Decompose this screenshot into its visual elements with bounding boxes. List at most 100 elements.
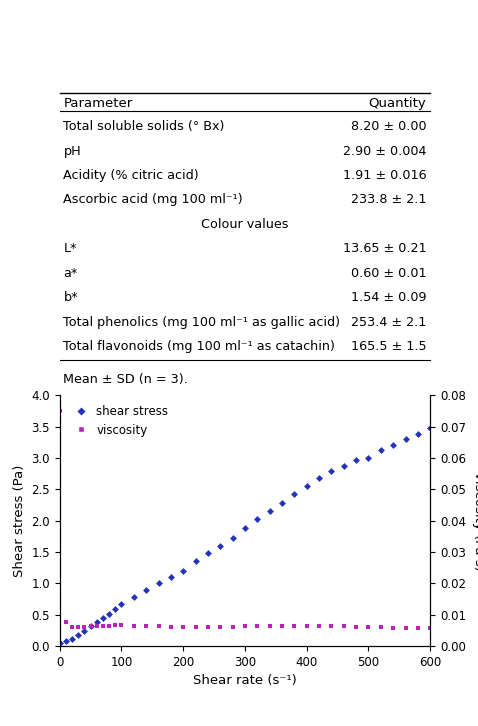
Text: Total flavonoids (mg 100 ml⁻¹ as catachin): Total flavonoids (mg 100 ml⁻¹ as catachi… xyxy=(64,340,336,353)
shear stress xyxy=(328,466,334,475)
Line: shear stress: shear stress xyxy=(57,425,433,645)
viscosity xyxy=(63,617,69,626)
shear stress xyxy=(427,423,433,432)
Legend: shear stress, viscosity: shear stress, viscosity xyxy=(65,401,172,440)
viscosity xyxy=(205,622,211,631)
Text: 2.90 ± 0.004: 2.90 ± 0.004 xyxy=(343,144,426,158)
shear stress xyxy=(143,585,149,594)
shear stress xyxy=(402,435,408,444)
Text: Ascorbic acid (mg 100 ml⁻¹): Ascorbic acid (mg 100 ml⁻¹) xyxy=(64,193,243,206)
viscosity xyxy=(304,621,310,630)
viscosity xyxy=(353,622,359,631)
viscosity xyxy=(69,623,75,632)
shear stress xyxy=(304,481,310,490)
shear stress xyxy=(88,621,94,630)
shear stress xyxy=(131,593,137,602)
viscosity xyxy=(76,623,81,632)
viscosity xyxy=(415,624,421,632)
viscosity xyxy=(316,621,322,630)
viscosity xyxy=(292,621,297,630)
viscosity xyxy=(267,622,272,631)
shear stress xyxy=(267,507,272,515)
shear stress xyxy=(415,430,421,439)
shear stress xyxy=(341,461,347,470)
viscosity xyxy=(193,623,198,632)
shear stress xyxy=(193,557,198,566)
viscosity xyxy=(82,623,87,632)
Text: a*: a* xyxy=(64,266,78,280)
Text: Total soluble solids (° Bx): Total soluble solids (° Bx) xyxy=(64,120,225,133)
viscosity xyxy=(180,623,186,632)
viscosity xyxy=(112,621,118,629)
shear stress xyxy=(254,515,260,523)
Text: 13.65 ± 0.21: 13.65 ± 0.21 xyxy=(343,242,426,256)
X-axis label: Shear rate (s⁻¹): Shear rate (s⁻¹) xyxy=(193,674,297,688)
viscosity xyxy=(427,624,433,632)
Text: Acidity (% citric acid): Acidity (% citric acid) xyxy=(64,169,199,182)
shear stress xyxy=(94,618,99,627)
viscosity xyxy=(106,621,112,630)
viscosity xyxy=(402,624,408,632)
shear stress xyxy=(230,534,236,542)
viscosity xyxy=(156,622,162,631)
viscosity xyxy=(57,407,63,415)
shear stress xyxy=(156,579,162,588)
shear stress xyxy=(378,446,384,454)
Text: L*: L* xyxy=(64,242,77,256)
shear stress xyxy=(76,630,81,639)
Text: Mean ± SD (n = 3).: Mean ± SD (n = 3). xyxy=(64,372,188,386)
shear stress xyxy=(82,627,87,635)
shear stress xyxy=(279,499,285,507)
viscosity xyxy=(378,623,384,632)
Text: b*: b* xyxy=(64,291,78,304)
viscosity xyxy=(230,622,236,631)
shear stress xyxy=(100,613,106,622)
Text: 1.54 ± 0.09: 1.54 ± 0.09 xyxy=(351,291,426,304)
Text: Total phenolics (mg 100 ml⁻¹ as gallic acid): Total phenolics (mg 100 ml⁻¹ as gallic a… xyxy=(64,316,340,329)
viscosity xyxy=(143,621,149,630)
viscosity xyxy=(119,621,124,629)
shear stress xyxy=(217,542,223,550)
Text: 165.5 ± 1.5: 165.5 ± 1.5 xyxy=(351,340,426,353)
shear stress xyxy=(63,637,69,645)
Text: Quantity: Quantity xyxy=(369,97,426,110)
viscosity xyxy=(279,622,285,631)
shear stress xyxy=(390,441,396,450)
viscosity xyxy=(94,622,99,631)
viscosity xyxy=(328,621,334,630)
shear stress xyxy=(112,604,118,613)
viscosity xyxy=(100,621,106,630)
viscosity xyxy=(88,621,94,630)
Text: 0.60 ± 0.01: 0.60 ± 0.01 xyxy=(351,266,426,280)
shear stress xyxy=(366,454,371,462)
shear stress xyxy=(292,490,297,499)
Text: pH: pH xyxy=(64,144,81,158)
viscosity xyxy=(341,622,347,631)
shear stress xyxy=(180,566,186,575)
Text: 8.20 ± 0.00: 8.20 ± 0.00 xyxy=(351,120,426,133)
shear stress xyxy=(168,573,174,582)
shear stress xyxy=(119,600,124,608)
shear stress xyxy=(353,455,359,464)
Text: 1.91 ± 0.016: 1.91 ± 0.016 xyxy=(343,169,426,182)
shear stress xyxy=(242,524,248,533)
Text: Colour values: Colour values xyxy=(201,218,289,231)
viscosity xyxy=(217,622,223,631)
Y-axis label: Viscosity (Pa s): Viscosity (Pa s) xyxy=(472,470,478,571)
Text: 233.8 ± 2.1: 233.8 ± 2.1 xyxy=(351,193,426,206)
shear stress xyxy=(57,639,63,648)
viscosity xyxy=(390,624,396,632)
Line: viscosity: viscosity xyxy=(57,409,433,630)
shear stress xyxy=(69,635,75,643)
shear stress xyxy=(106,609,112,618)
viscosity xyxy=(254,622,260,631)
Y-axis label: Shear stress (Pa): Shear stress (Pa) xyxy=(13,465,26,577)
Text: 253.4 ± 2.1: 253.4 ± 2.1 xyxy=(351,316,426,329)
viscosity xyxy=(168,623,174,632)
shear stress xyxy=(316,473,322,482)
viscosity xyxy=(366,623,371,632)
shear stress xyxy=(205,549,211,558)
viscosity xyxy=(242,622,248,631)
Text: Parameter: Parameter xyxy=(64,97,133,110)
viscosity xyxy=(131,621,137,630)
